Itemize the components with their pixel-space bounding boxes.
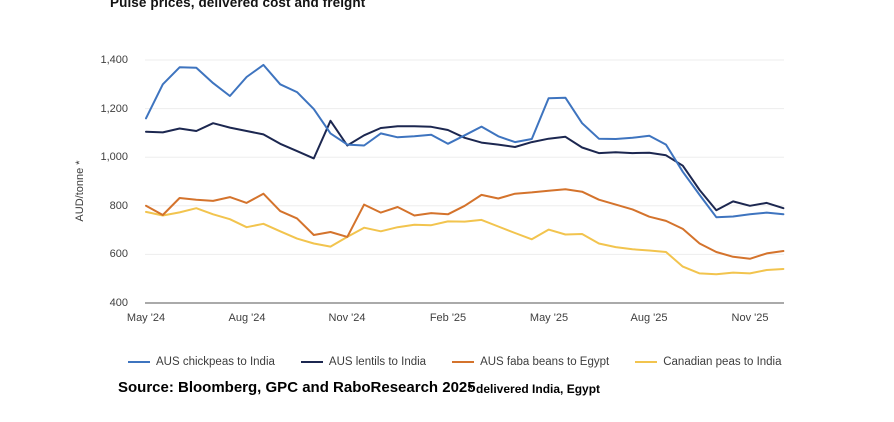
x-axis-tick-label: Aug '24 [228,312,266,324]
legend-label: AUS lentils to India [328,356,427,368]
y-axis-tick-label: 1,000 [100,151,128,163]
series-line-4 [145,207,785,276]
legend-line-swatch [635,361,658,363]
legend-label: Canadian peas to India [663,356,782,368]
legend-line-swatch [128,361,150,363]
y-axis-tick-label: 1,200 [100,103,128,115]
x-axis-tick-label: Nov '24 [328,312,366,324]
legend-item: Canadian peas to India [635,356,782,368]
y-axis-tick-label: 600 [109,248,128,260]
legend-item: AUS chickpeas to India [128,356,275,368]
chart-title: Pulse prices, delivered cost and freight [110,0,366,10]
y-axis-tick-label: 1,400 [100,54,128,66]
x-axis-tick-label: Nov '25 [731,312,769,324]
footnote-text: * delivered India, Egypt [468,382,601,396]
x-axis-tick-label: Feb '25 [429,312,467,324]
legend-label: AUS chickpeas to India [156,356,275,368]
x-axis-tick-label: May '24 [126,312,166,324]
series-line-1 [145,63,785,219]
source-text: Source: Bloomberg, GPC and RaboResearch … [118,379,476,396]
legend-label: AUS faba beans to Egypt [480,356,610,368]
y-axis-tick-label: 800 [109,200,128,212]
chart-legend: AUS chickpeas to India AUS lentils to Ind… [128,356,782,368]
y-axis-tick-label: 400 [109,297,128,309]
legend-item: AUS lentils to India [300,356,427,368]
x-axis-tick-label: May '25 [529,312,569,324]
x-axis-tick-label: Aug '25 [630,312,668,324]
legend-item: AUS faba beans to Egypt [452,356,609,368]
series-line-3 [145,188,785,260]
legend-line-swatch [300,361,323,363]
legend-line-swatch [452,361,475,363]
